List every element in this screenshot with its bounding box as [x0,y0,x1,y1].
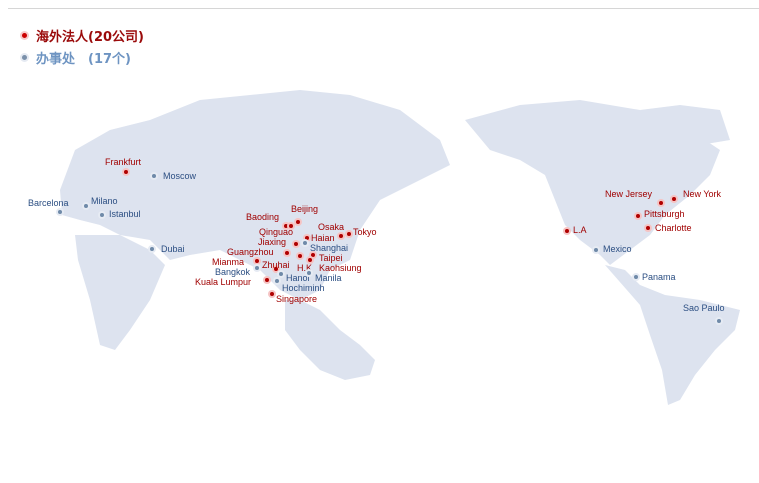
city-label: Singapore [276,294,318,304]
city-label: Dubai [161,244,185,254]
city-label: Milano [91,196,118,206]
location-dot-icon [58,210,62,214]
legend-subsidiaries: 海外法人(20公司) [22,26,144,45]
city-label: Sao Paulo [683,303,725,313]
location-dot-icon [298,254,302,258]
city-label: Hochiminh [282,283,325,293]
location-dot-icon [294,242,298,246]
legend-offices: 办事处 (17个) [22,48,131,67]
location-dot-icon [565,229,569,233]
city-label: Panama [642,272,676,282]
location-dot-icon [285,251,289,255]
location-dot-icon [100,213,104,217]
location-dot-icon [311,253,315,257]
red-dot-icon [22,33,27,38]
location-dot-icon [305,236,309,240]
location-dot-icon [279,272,283,276]
location-dot-icon [84,204,88,208]
location-dot-icon [255,266,259,270]
city-label: Kuala Lumpur [195,277,252,287]
city-label: Frankfurt [105,157,142,167]
location-dot-icon [274,267,278,271]
city-label: Moscow [163,171,197,181]
city-label: Osaka [318,222,345,232]
location-dot-icon [308,258,312,262]
location-dot-icon [646,226,650,230]
blue-dot-icon [22,55,27,60]
location-dot-icon [672,197,676,201]
city-label: Hanoi [286,273,310,283]
city-label: New Jersey [605,189,653,199]
city-label: Bangkok [215,267,251,277]
city-label: Mexico [603,244,632,254]
city-label: Kaohsiung [319,263,362,273]
location-dot-icon [303,241,307,245]
location-dot-icon [636,214,640,218]
city-label: Taipei [319,253,343,263]
city-label: L.A [573,225,587,235]
location-dot-icon [717,319,721,323]
location-dot-icon [265,278,269,282]
city-label: Baoding [246,212,280,222]
city-label: Istanbul [109,209,141,219]
location-dot-icon [659,201,663,205]
location-dot-icon [124,170,128,174]
location-dot-icon [339,234,343,238]
location-dot-icon [152,174,156,178]
city-label: Beijing [291,204,319,214]
location-dot-icon [296,220,300,224]
city-label: H.K [297,263,313,273]
city-label: Haian [311,233,335,243]
location-dot-icon [284,224,288,228]
city-label: Tokyo [353,227,377,237]
location-dot-icon [255,259,259,263]
city-label: Mianma [212,257,245,267]
top-divider [8,8,759,9]
city-label: Charlotte [655,223,692,233]
location-dot-icon [307,271,311,275]
city-label: Jiaxing [258,237,287,247]
location-dot-icon [275,279,279,283]
city-label: Manila [315,273,342,283]
city-label: Guangzhou [227,247,274,257]
city-label: Shanghai [310,243,349,253]
city-label: New York [683,189,722,199]
city-label: Barcelona [28,198,69,208]
location-dot-icon [634,275,638,279]
city-label: Pittsburgh [644,209,685,219]
city-label: Qinguao [259,227,294,237]
location-dot-icon [347,232,351,236]
location-dot-icon [270,292,274,296]
location-dot-icon [150,247,154,251]
city-label: Zhuhai [262,260,290,270]
location-dot-icon [289,224,293,228]
location-dot-icon [594,248,598,252]
